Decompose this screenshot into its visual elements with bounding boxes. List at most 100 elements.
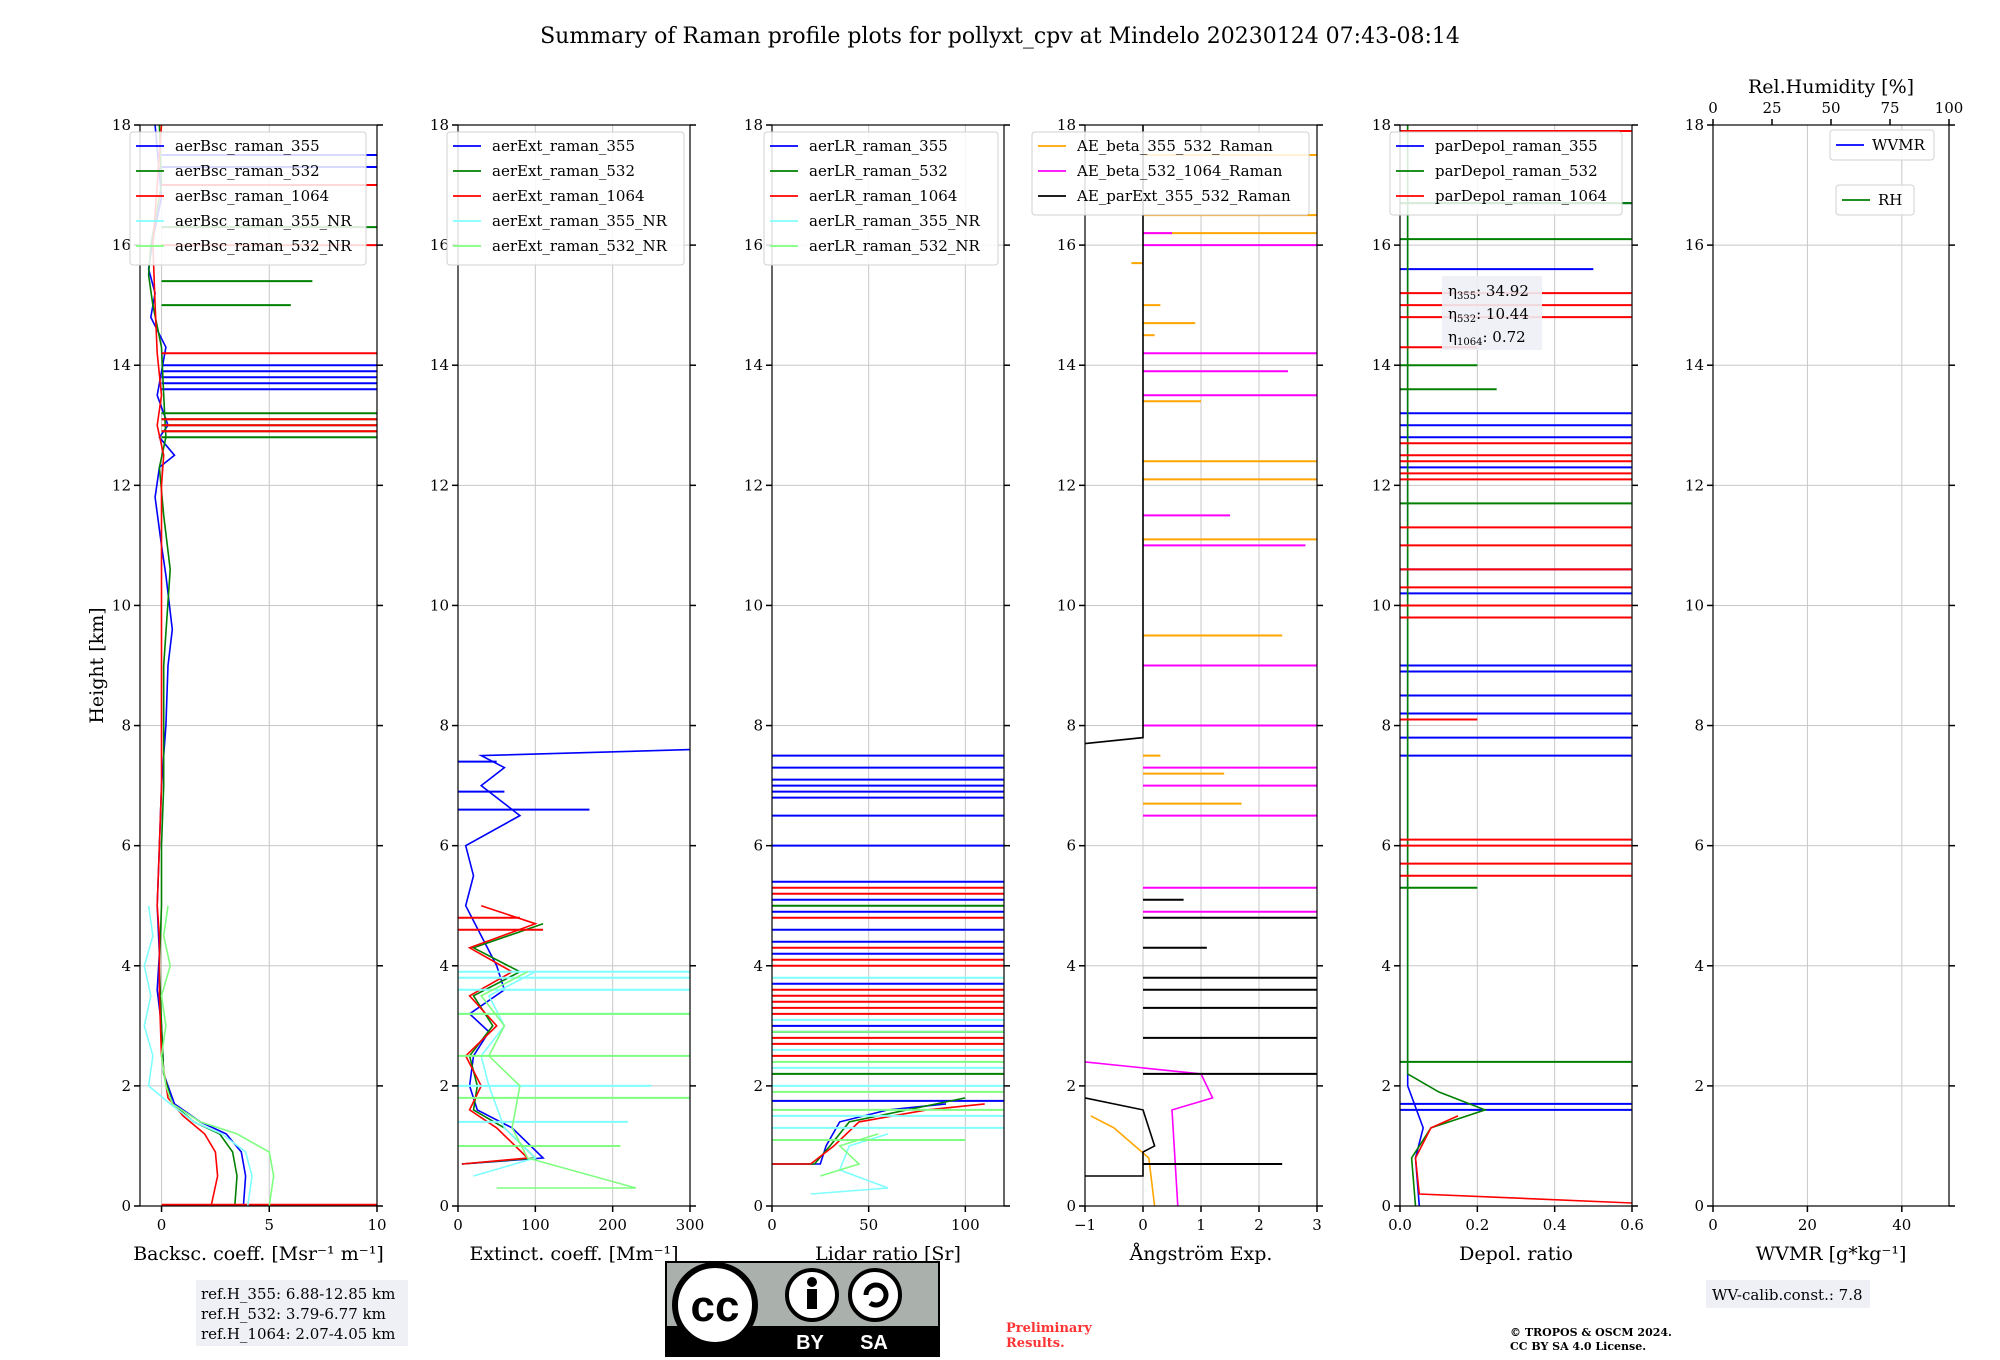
series-line-aerExt_raman_355 [461, 748, 690, 1165]
series-line-aerBsc_raman_532_NR [160, 905, 275, 1206]
series-group [1085, 125, 1317, 1206]
series-line-aerLR_raman_1064 [772, 1103, 985, 1165]
x-tick-label: 200 [598, 1216, 627, 1234]
y-tick-label: 6 [121, 837, 131, 855]
y-tick-label: 4 [121, 957, 131, 975]
y-tick-label: 12 [430, 476, 449, 494]
y-tick-label: 14 [1685, 356, 1704, 374]
legend-entry-label: parDepol_raman_1064 [1435, 187, 1607, 205]
y-tick-label: 4 [439, 957, 449, 975]
y-tick-label: 2 [439, 1077, 449, 1095]
x-axis-label: Depol. ratio [1459, 1243, 1573, 1265]
legend: aerExt_raman_355 aerExt_raman_532 aerExt_r… [446, 131, 685, 266]
y-tick-label: 18 [112, 116, 131, 134]
legend-entry-label: aerBsc_raman_355_NR [175, 212, 352, 230]
y-tick-label: 16 [744, 236, 763, 254]
ref-height-532: ref.H_532: 3.79-6.77 km [201, 1305, 386, 1323]
series-line-aerLR_raman_355 [772, 1103, 947, 1165]
x-axis-label: Backsc. coeff. [Msr⁻¹ m⁻¹] [133, 1243, 384, 1265]
y-tick-label: 2 [1381, 1077, 1391, 1095]
x-tick-label: 5 [264, 1216, 274, 1234]
y-tick-label: 12 [744, 476, 763, 494]
x-tick-label: 10 [367, 1216, 386, 1234]
x-tick-label: 0.2 [1465, 1216, 1489, 1234]
y-tick-label: 8 [121, 717, 131, 735]
y-tick-label: 18 [430, 116, 449, 134]
y-axis-label: Height [km] [86, 607, 108, 723]
y-tick-label: 14 [430, 356, 449, 374]
y-tick-label: 14 [744, 356, 763, 374]
y-tick-label: 4 [753, 957, 763, 975]
y-tick-label: 12 [1372, 476, 1391, 494]
y-tick-label: 8 [1694, 717, 1704, 735]
x-tick-label: 3 [1312, 1216, 1322, 1234]
legend-entry-label: aerBsc_raman_532_NR [175, 237, 352, 255]
y-tick-label: 4 [1066, 957, 1076, 975]
cc-by-sa-icon: cc BY SA [665, 1261, 940, 1357]
x-tick-label: 0 [1708, 1216, 1718, 1234]
x-axis-label: Ångström Exp. [1129, 1243, 1273, 1265]
series-group [772, 754, 1004, 1195]
y-tick-label: 12 [112, 476, 131, 494]
y-tick-label: 12 [1057, 476, 1076, 494]
x-tick-label: 0.0 [1388, 1216, 1412, 1234]
x-tick-label: 20 [1798, 1216, 1817, 1234]
y-tick-label: 0 [1066, 1197, 1076, 1215]
sa-share-icon [848, 1268, 902, 1322]
y-tick-label: 16 [1372, 236, 1391, 254]
y-tick-label: 14 [112, 356, 131, 374]
panel-bsc: 0 2 4 6 8 10 12 14 16 18 0 5 10 Backsc. coeff. [Msr⁻¹… [86, 116, 387, 1265]
y-tick-label: 2 [753, 1077, 763, 1095]
by-person-body-icon [807, 1289, 817, 1309]
y-tick-label: 4 [1381, 957, 1391, 975]
legend-frame [1835, 184, 1915, 216]
legend-entry-label: WVMR [1872, 136, 1926, 154]
legend: aerLR_raman_355 aerLR_raman_532 aerLR_rama… [763, 131, 999, 266]
eta-background [1442, 276, 1542, 350]
legend-frame [129, 131, 367, 266]
legend-entry-label: aerLR_raman_532 [809, 162, 948, 180]
legend: parDepol_raman_355 parDepol_raman_532 parD… [1389, 131, 1623, 216]
panel-lr: 0 2 4 6 8 10 12 14 16 18 0 50 100 Lidar ratio [Sr] aer… [744, 116, 1010, 1265]
legend-entry-label: aerExt_raman_532 [492, 162, 635, 180]
y-tick-label: 6 [439, 837, 449, 855]
legend-entry-label: parDepol_raman_532 [1435, 162, 1598, 180]
legend-entry-label: aerExt_raman_355_NR [492, 212, 668, 230]
y-tick-label: 6 [753, 837, 763, 855]
series-group [143, 125, 377, 1206]
series-line-AE_parExt_vertical [1085, 125, 1144, 745]
wv-calib-box: WV-calib.const.: 7.8 [1706, 1280, 1870, 1308]
ref-heights-background [196, 1280, 408, 1346]
y-tick-label: 16 [112, 236, 131, 254]
series-line-aerExt_raman_355_NR [473, 971, 537, 1177]
legend-entry-label: parDepol_raman_355 [1435, 137, 1598, 155]
series-line-aerExt_raman_532 [461, 922, 544, 1165]
x-tick-label: 0 [453, 1216, 463, 1234]
x-tick-label: 0 [1138, 1216, 1148, 1234]
y-tick-label: 18 [1372, 116, 1391, 134]
series-line-aerBsc_raman_355 [147, 125, 247, 1206]
y-tick-label: 6 [1694, 837, 1704, 855]
y-tick-label: 16 [1057, 236, 1076, 254]
y-tick-label: 8 [1066, 717, 1076, 735]
axes-frame [1399, 124, 1633, 1207]
y-tick-label: 0 [1694, 1197, 1704, 1215]
axes-frame [771, 124, 1005, 1207]
legend-frame [1829, 129, 1935, 161]
license-sa-label: SA [860, 1332, 888, 1354]
legend-entry-label: aerBsc_raman_1064 [175, 187, 329, 205]
legend-entry-label: aerBsc_raman_355 [175, 137, 320, 155]
axes-frame [457, 124, 691, 1207]
x-tick-label: 0 [767, 1216, 777, 1234]
depol-eta-box: η355: 34.92 η532: 10.44 η1064: 0.72 [1442, 276, 1542, 350]
y-tick-label: 2 [1066, 1077, 1076, 1095]
legend: WVMR RH [1829, 129, 1935, 216]
wv-calib-text: WV-calib.const.: 7.8 [1712, 1286, 1863, 1304]
legend-entry-label: aerLR_raman_355_NR [809, 212, 980, 230]
preliminary-label-line2: Results. [1006, 1336, 1065, 1351]
figure-title: Summary of Raman profile plots for polly… [540, 24, 1460, 49]
top-x-tick-label: 0 [1708, 99, 1718, 117]
x-tick-label: 0.4 [1543, 1216, 1567, 1234]
